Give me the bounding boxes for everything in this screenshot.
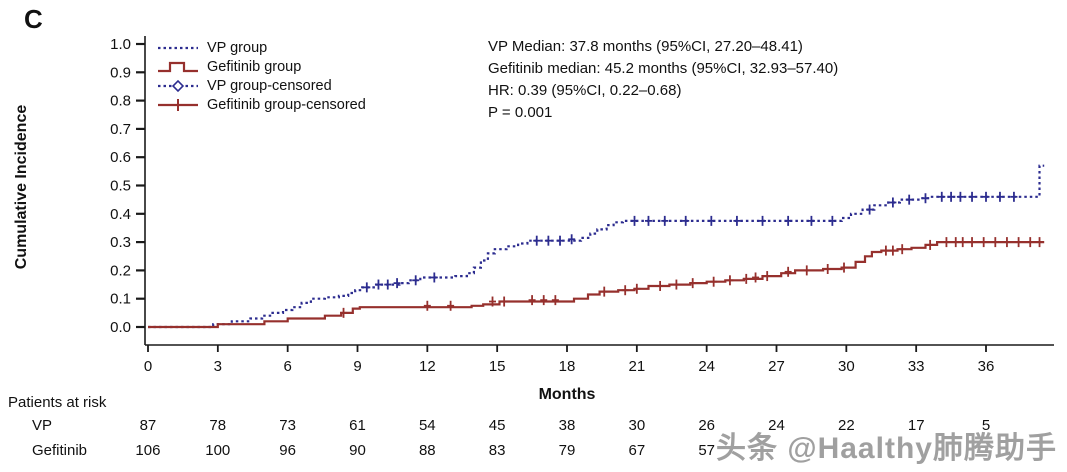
legend-label: VP group (207, 39, 268, 56)
svg-text:33: 33 (908, 358, 925, 375)
legend-gefitinib-step-icon (158, 61, 198, 72)
svg-text:6: 6 (283, 358, 291, 375)
risk-value: 38 (558, 417, 576, 434)
risk-value: 24 (768, 417, 785, 434)
svg-text:0.9: 0.9 (110, 64, 131, 81)
svg-text:0.0: 0.0 (110, 319, 131, 336)
risk-value: 79 (558, 442, 576, 459)
svg-text:21: 21 (628, 358, 645, 375)
risk-row-label-gefitinib: Gefitinib (32, 442, 88, 459)
svg-text:0.7: 0.7 (110, 121, 131, 138)
svg-text:18: 18 (559, 358, 576, 375)
legend-label: Gefitinib group (207, 58, 302, 75)
svg-text:1.0: 1.0 (110, 36, 131, 53)
risk-value: 30 (628, 417, 646, 434)
svg-text:30: 30 (838, 358, 855, 375)
risk-value: 88 (418, 442, 436, 459)
risk-value: 90 (349, 442, 366, 459)
risk-value: 61 (349, 417, 366, 434)
legend-item-gefitinib-censored: Gefitinib group-censored (156, 95, 366, 114)
annotation-p-value: P = 0.001 (488, 104, 553, 121)
svg-text:3: 3 (214, 358, 222, 375)
svg-text:0.1: 0.1 (110, 291, 131, 308)
risk-value: 106 (135, 442, 161, 459)
legend-vp-censored-icon (158, 79, 198, 92)
annotation-vp-median: VP Median: 37.8 months (95%CI, 27.20–48.… (488, 38, 803, 55)
legend-vp-line-icon (158, 46, 198, 49)
svg-text:0.4: 0.4 (110, 206, 131, 223)
svg-text:0.3: 0.3 (110, 234, 131, 251)
annotation-gefitinib-median: Gefitinib median: 45.2 months (95%CI, 32… (488, 60, 839, 77)
stats-annotation: VP Median: 37.8 months (95%CI, 27.20–48.… (488, 36, 838, 124)
svg-text:0.5: 0.5 (110, 178, 131, 195)
risk-table-title: Patients at risk (8, 394, 107, 411)
svg-text:15: 15 (489, 358, 506, 375)
legend-item-gefitinib: Gefitinib group (156, 57, 366, 76)
risk-value: 67 (628, 442, 646, 459)
legend-item-vp: VP group (156, 38, 366, 57)
svg-text:0.6: 0.6 (110, 149, 131, 166)
svg-text:9: 9 (353, 358, 361, 375)
legend-label: VP group-censored (207, 77, 332, 94)
risk-value: 22 (838, 417, 855, 434)
svg-text:24: 24 (698, 358, 715, 375)
risk-value: 54 (418, 417, 436, 434)
svg-text:0: 0 (144, 358, 152, 375)
legend-item-vp-censored: VP group-censored (156, 76, 366, 95)
legend-label: Gefitinib group-censored (207, 96, 366, 113)
risk-value: 100 (205, 442, 231, 459)
panel-label: C (24, 4, 43, 34)
risk-value: 87 (139, 417, 157, 434)
risk-row-gefitinib: 106 100 96 90 88 83 79 67 57 (113, 442, 1021, 459)
svg-text:12: 12 (419, 358, 436, 375)
x-axis-label: Months (538, 386, 596, 403)
svg-text:27: 27 (768, 358, 785, 375)
risk-value: 45 (488, 417, 506, 434)
risk-value: 26 (698, 417, 716, 434)
legend-gefitinib-censored-icon (158, 98, 198, 111)
y-axis-label: Cumulative Incidence (13, 104, 30, 270)
risk-row-vp: 87 78 73 61 54 45 38 30 26 24 22 17 5 (113, 417, 1021, 434)
risk-value: 73 (279, 417, 296, 434)
svg-text:36: 36 (978, 358, 995, 375)
risk-value: 78 (209, 417, 227, 434)
legend: VP group Gefitinib group VP group-censor… (156, 38, 366, 114)
watermark: 头条 @Haalthy肺腾助手 (716, 432, 1057, 465)
risk-value: 96 (279, 442, 296, 459)
risk-value: 5 (981, 417, 991, 434)
risk-row-label-vp: VP (32, 417, 53, 434)
risk-value: 57 (698, 442, 716, 459)
svg-text:0.2: 0.2 (110, 262, 131, 279)
svg-text:0.8: 0.8 (110, 93, 131, 110)
annotation-hazard-ratio: HR: 0.39 (95%CI, 0.22–0.68) (488, 82, 682, 99)
risk-value: 17 (907, 417, 925, 434)
risk-value: 83 (488, 442, 506, 459)
